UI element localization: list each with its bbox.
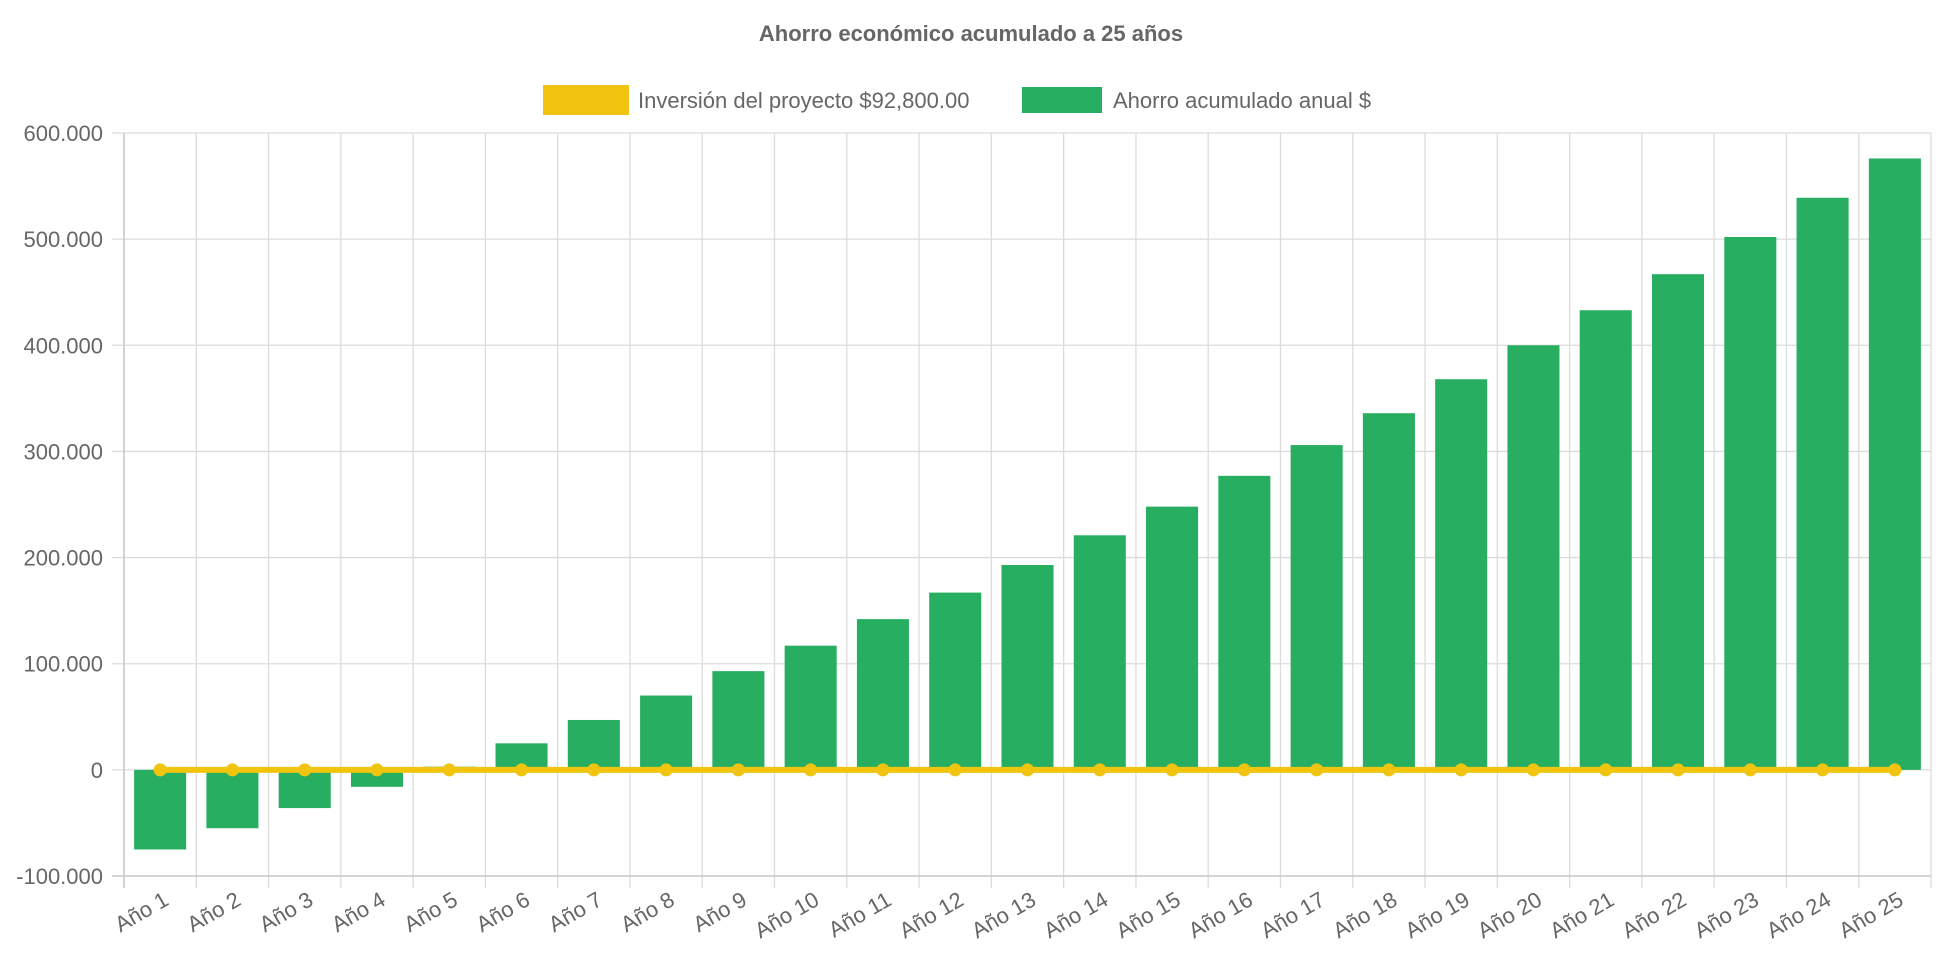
x-tick-label: Año 15: [1112, 887, 1185, 944]
line-point[interactable]: [731, 763, 745, 777]
y-tick-label: -100.000: [16, 864, 103, 889]
line-point[interactable]: [1671, 763, 1685, 777]
grid: [112, 132, 1932, 888]
x-tick-label: Año 12: [895, 887, 968, 944]
x-tick-label: Año 13: [967, 887, 1040, 944]
line-point[interactable]: [948, 763, 962, 777]
x-tick-label: Año 18: [1329, 887, 1402, 944]
line-point[interactable]: [1165, 763, 1179, 777]
legend-swatch-investment: [543, 85, 629, 115]
bar[interactable]: [712, 671, 765, 770]
bar[interactable]: [929, 592, 982, 770]
line-point[interactable]: [1743, 763, 1757, 777]
line-point[interactable]: [1021, 763, 1034, 777]
bar[interactable]: [206, 769, 259, 829]
line-point[interactable]: [1310, 763, 1324, 777]
line-point[interactable]: [1599, 763, 1613, 777]
line-point[interactable]: [515, 763, 529, 777]
y-tick-label: 600.000: [23, 121, 103, 146]
line-point[interactable]: [1888, 763, 1902, 777]
bar[interactable]: [1362, 413, 1415, 770]
x-tick-label: Año 6: [472, 887, 534, 937]
bar[interactable]: [567, 719, 620, 770]
y-tick-label: 0: [91, 758, 103, 783]
line-point[interactable]: [1454, 763, 1468, 777]
x-axis-ticks: Año 1 Año 2 Año 3 Año 4 Año 5 Año 6 Año 7 Año 8…: [110, 887, 1907, 944]
y-tick-label: 300.000: [23, 439, 103, 464]
x-tick-label: Año 23: [1690, 887, 1763, 944]
x-tick-label: Año 11: [824, 887, 895, 943]
x-tick-label: Año 17: [1256, 887, 1329, 944]
bar[interactable]: [1218, 475, 1271, 770]
x-tick-label: Año 24: [1762, 887, 1835, 944]
bar[interactable]: [1507, 345, 1560, 770]
bar[interactable]: [856, 619, 909, 770]
bar[interactable]: [1651, 274, 1705, 770]
bar[interactable]: [1579, 310, 1632, 770]
bar[interactable]: [1290, 445, 1343, 770]
legend: Inversión del proyecto $92,800.00 Ahorro…: [543, 85, 1371, 115]
line-point[interactable]: [876, 763, 890, 777]
line-point[interactable]: [298, 763, 312, 777]
bar[interactable]: [350, 769, 404, 787]
bar[interactable]: [1724, 237, 1777, 770]
x-tick-label: Año 1: [110, 887, 172, 937]
x-tick-label: Año 20: [1473, 887, 1546, 944]
line-point[interactable]: [1816, 763, 1830, 777]
x-tick-label: Año 21: [1545, 887, 1618, 944]
x-tick-label: Año 25: [1834, 887, 1907, 944]
line-series: [153, 763, 1902, 777]
y-tick-label: 100.000: [23, 652, 103, 677]
line-point[interactable]: [1093, 763, 1107, 777]
bar[interactable]: [784, 645, 837, 770]
legend-label-savings: Ahorro acumulado anual $: [1113, 88, 1371, 113]
bar[interactable]: [1435, 379, 1488, 770]
y-tick-label: 200.000: [23, 546, 103, 571]
x-tick-label: Año 9: [689, 887, 751, 937]
x-tick-label: Año 16: [1184, 887, 1257, 944]
y-tick-label: 400.000: [23, 333, 103, 358]
bar[interactable]: [640, 695, 693, 770]
bar[interactable]: [1146, 506, 1199, 770]
x-tick-label: Año 8: [616, 887, 678, 937]
line-point[interactable]: [804, 763, 818, 777]
line-point[interactable]: [225, 763, 239, 777]
x-tick-label: Año 19: [1401, 887, 1474, 944]
line-point[interactable]: [370, 763, 384, 777]
line-point[interactable]: [1382, 763, 1396, 777]
bar-series: [134, 158, 1921, 850]
x-tick-label: Año 2: [183, 887, 245, 937]
bar[interactable]: [1001, 565, 1054, 770]
x-tick-label: Año 7: [544, 887, 606, 937]
legend-item-investment[interactable]: Inversión del proyecto $92,800.00: [543, 85, 969, 115]
line-point[interactable]: [659, 763, 673, 777]
line-point[interactable]: [442, 763, 456, 777]
x-tick-label: Año 14: [1039, 887, 1112, 944]
y-tick-label: 500.000: [23, 227, 103, 252]
y-axis-ticks: -100.000 0 100.000 200.000 300.000 400.000 500…: [16, 121, 103, 889]
line-point[interactable]: [587, 763, 601, 777]
line-point[interactable]: [1237, 763, 1251, 777]
legend-label-investment: Inversión del proyecto $92,800.00: [638, 88, 969, 113]
x-tick-label: Año 22: [1618, 887, 1691, 944]
x-tick-label: Año 5: [399, 887, 461, 937]
bar[interactable]: [1073, 535, 1126, 770]
bar[interactable]: [1796, 197, 1849, 770]
chart-title: Ahorro económico acumulado a 25 años: [759, 21, 1183, 46]
legend-item-savings[interactable]: Ahorro acumulado anual $: [1022, 87, 1371, 113]
x-tick-label: Año 3: [255, 887, 317, 937]
line-point[interactable]: [1526, 763, 1540, 777]
bar[interactable]: [134, 769, 187, 850]
legend-swatch-savings: [1022, 87, 1102, 113]
line-point[interactable]: [153, 763, 167, 777]
x-tick-label: Año 4: [327, 887, 389, 937]
bar[interactable]: [1868, 158, 1921, 770]
x-tick-label: Año 10: [750, 887, 823, 944]
